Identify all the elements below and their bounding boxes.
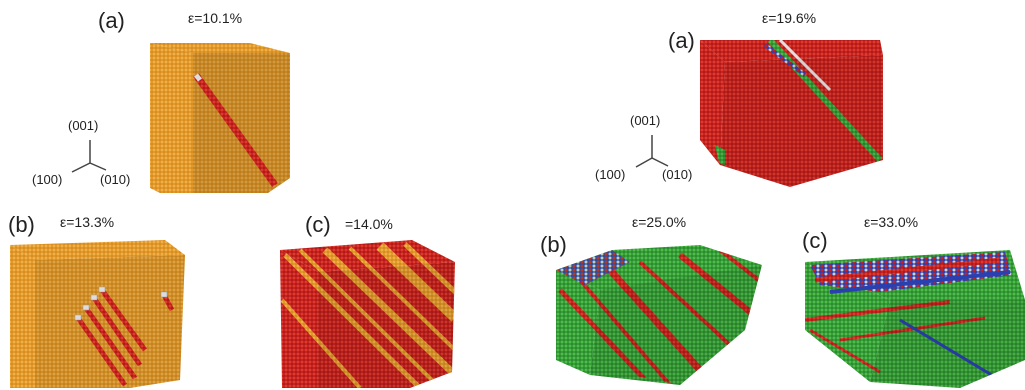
left-panel-b-label: (b) (8, 212, 35, 237)
left-cube-a (150, 43, 290, 193)
cube-left-face (805, 262, 890, 382)
cube-right-face (870, 300, 1025, 388)
left-panel-b-strain: ε=13.3% (60, 214, 115, 230)
cube-right-face (720, 55, 883, 187)
right-axis-triad (635, 135, 669, 168)
cube-right-face (318, 262, 455, 388)
left-panel-c-strain: =14.0% (345, 216, 393, 232)
right-axis-y-label: (010) (662, 167, 693, 182)
left-axis-y-label: (010) (100, 172, 131, 187)
right-cube-a (700, 40, 883, 187)
right-panel-c-strain: ε=33.0% (864, 214, 919, 230)
left-panel-c-label: (c) (305, 212, 331, 237)
left-cube-c (280, 240, 455, 388)
right-panel-c-label: (c) (802, 228, 828, 253)
right-cube-b (556, 245, 762, 385)
cube-top-face (150, 43, 290, 53)
right-axis-z-label: (001) (630, 113, 661, 128)
right-panel-b-strain: ε=25.0% (632, 214, 687, 230)
left-panel-a-strain: ε=10.1% (188, 10, 243, 26)
cube-top-face (10, 240, 185, 260)
right-panel-a-label: (a) (668, 28, 695, 53)
stacking-fault-band (193, 72, 278, 188)
cube-left-face (150, 43, 193, 193)
right-panel-b-label: (b) (540, 232, 567, 257)
cube-left-face (700, 40, 725, 165)
cube-right-face (193, 53, 290, 193)
left-cube-b (10, 240, 185, 388)
right-cube-c (805, 250, 1025, 388)
left-panel-a-label: (a) (98, 8, 125, 33)
left-axis-x-label: (100) (32, 172, 63, 187)
right-panel-a-strain: ε=19.6% (762, 10, 817, 26)
left-axis-triad (71, 140, 107, 173)
cube-left-face (10, 245, 35, 388)
right-axis-x-label: (100) (595, 167, 626, 182)
left-axis-z-label: (001) (68, 118, 99, 133)
